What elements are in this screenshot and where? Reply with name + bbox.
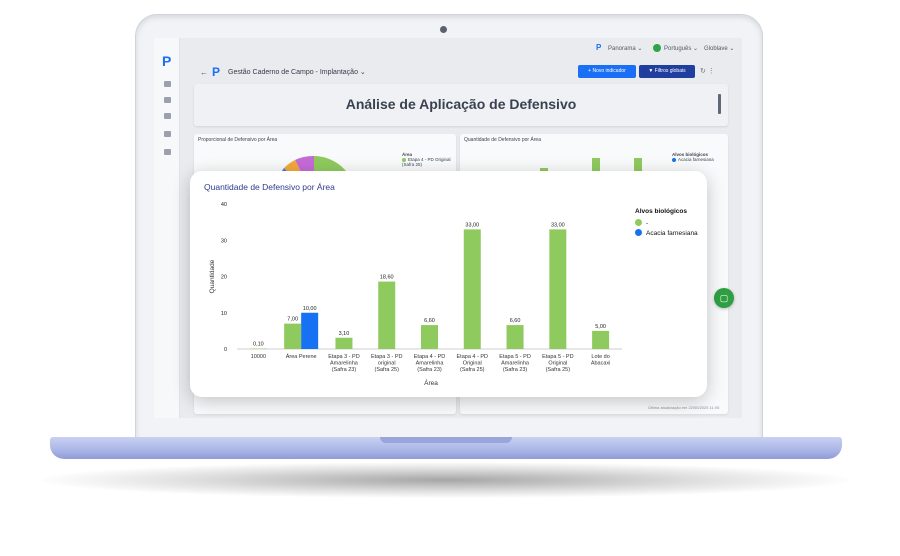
data-label: 10,00 [303,306,317,312]
laptop-shadow [40,462,850,498]
chart-popup-card: Quantidade de Defensivo por Área 0 10 20 30… [190,171,707,397]
scroll-handle[interactable] [718,94,721,114]
new-indicator-button[interactable]: + Novo indicador [578,65,636,78]
y-axis-label: Quantidade [209,259,216,293]
language-flag-icon [653,44,661,52]
x-tick-label: (Safra 23) [503,367,528,373]
bar-blue [301,312,319,349]
data-label: 6,60 [424,318,435,324]
legend-dot-green [635,219,642,226]
panorama-menu[interactable]: Panorama ⌄ [608,46,643,52]
dashboard-header: ← P Gestão Caderno de Campo - Implantaçã… [180,62,742,82]
bar-green [463,229,481,349]
data-label: 3,10 [339,331,350,337]
panorama-logo-icon: P [596,43,602,52]
legend-label-acacia: Acacia farnesiana [646,230,698,237]
x-tick-label: Amarelinha [330,361,359,367]
bar-green [592,330,610,349]
legend-label-dash: - [646,220,649,227]
x-tick-label: Etapa 5 - PD [499,354,531,360]
document-icon[interactable] [164,113,171,119]
x-tick-label: 10000 [251,354,266,360]
back-arrow-icon[interactable]: ← [200,68,208,77]
legend-dot-blue [635,229,642,236]
x-tick-label: (Safra 25) [374,367,399,373]
chart-legend: Alvos biológicos - Acacia farnesiana [635,208,698,239]
data-label: 5,00 [595,324,606,330]
database-icon[interactable] [164,131,171,137]
legend-item-acacia[interactable]: Acacia farnesiana [635,229,698,239]
title-card: Análise de Aplicação de Defensivo [194,84,728,126]
x-tick-label: Área Perene [286,353,317,360]
y-tick-label: 40 [221,202,227,208]
bar-green [284,323,302,349]
data-label: 6,60 [510,318,521,324]
laptop-notch [380,437,512,443]
bar-legend-mini: Alvos biológicos Acacia farnesiana [672,152,714,162]
legend-item-dash[interactable]: - [635,219,698,229]
bar-chart-card-title: Quantidade de Defensivo por Área [464,137,541,143]
data-label: 7,00 [287,317,298,323]
bar-green [378,281,396,349]
bar-green [421,325,438,349]
pie-chart-title: Proporcional de Defensivo por Área [198,137,278,143]
x-tick-label: Etapa 3 - PD [328,354,360,360]
camera-icon [440,26,447,33]
transfer-icon[interactable] [164,149,171,155]
x-tick-label: Etapa 4 - PD [457,354,489,360]
data-label: 0,10 [253,342,264,348]
data-label: 33,00 [551,222,565,228]
data-label: 33,00 [465,222,479,228]
bar-green [335,337,353,349]
refresh-icon[interactable]: ↻ ⋮ [700,68,715,75]
pie-legend: Área Etapa 4 - PD Original (Safra 25) [402,152,456,167]
bar-chart: 0 10 20 30 40 Quantidade Área 0,10 10000 7,00 10,0… [209,202,622,387]
x-tick-label: Amarelinha [501,361,530,367]
home-icon[interactable] [164,81,171,87]
x-tick-label: (Safra 25) [460,367,485,373]
last-update-text: Última atualização em 22/05/2025 11:05 [648,405,720,410]
y-tick-label: 0 [224,347,227,353]
sidebar: P [154,38,180,418]
x-tick-label: Etapa 4 - PD [414,354,446,360]
x-tick-label: Lote do [591,354,609,360]
sidebar-logo[interactable]: P [162,53,172,69]
x-tick-label: Amarelinha [416,361,445,367]
x-tick-label: Etapa 5 - PD [542,354,574,360]
y-tick-label: 20 [221,275,227,281]
x-tick-label: (Safra 23) [332,367,357,373]
bar-green [549,229,567,349]
chart-icon[interactable] [164,97,171,103]
chart-title: Quantidade de Defensivo por Área [204,182,335,192]
x-tick-label: Etapa 3 - PD [371,354,403,360]
user-menu[interactable]: Globlave ⌄ [704,46,735,52]
data-label: 18,60 [380,275,394,281]
x-tick-label: Abacaxi [591,361,611,367]
chat-icon[interactable]: ▢ [714,288,734,308]
x-tick-label: (Safra 25) [546,367,571,373]
bar-legend-mini-item: Acacia farnesiana [678,157,714,162]
x-axis-label: Área [424,378,438,387]
app-logo: P [212,65,221,79]
x-tick-label: (Safra 23) [417,367,442,373]
laptop-base [50,437,842,459]
pie-legend-title: Área [402,152,413,157]
top-bar: P Panorama ⌄ Português ⌄ Globlave ⌄ [180,38,742,60]
y-tick-label: 30 [221,238,227,244]
bar-legend-mini-title: Alvos biológicos [672,152,709,157]
page-title: Análise de Aplicação de Defensivo [345,96,577,112]
language-menu[interactable]: Português ⌄ [664,46,699,52]
x-tick-label: original [378,361,396,367]
global-filters-button[interactable]: ▼ Filtros globais [639,65,695,78]
pie-legend-item: Etapa 4 - PD Original (Safra 25) [402,157,451,167]
x-tick-label: Original [548,361,567,367]
y-tick-label: 10 [221,311,227,317]
dashboard-selector[interactable]: Gestão Caderno de Campo - Implantação ⌄ [228,69,366,76]
bar-green [506,325,524,349]
x-tick-label: Original [463,361,482,367]
legend-title: Alvos biológicos [635,208,688,215]
